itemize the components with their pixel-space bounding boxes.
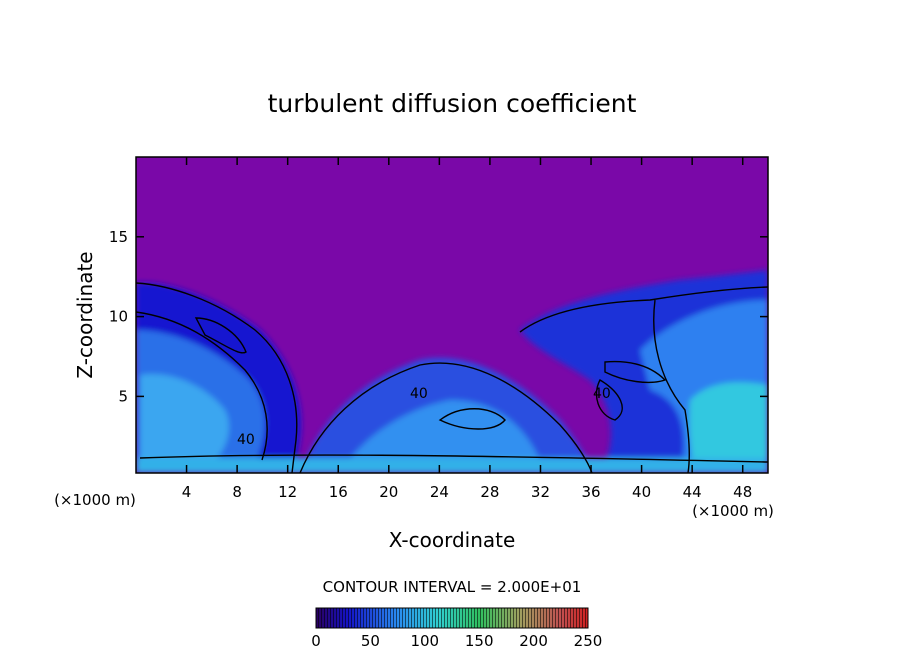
x-tick-label: 48 xyxy=(733,483,752,501)
y-unit-label: (×1000 m) xyxy=(54,491,136,509)
heatmap-field: 40 40 40 xyxy=(136,157,768,473)
x-tick-label: 36 xyxy=(581,483,600,501)
colorbar-tick-label: 200 xyxy=(519,632,548,650)
colorbar-hatching xyxy=(316,608,588,628)
contour-label: 40 xyxy=(593,386,611,402)
x-tick-label: 24 xyxy=(430,483,449,501)
region-right-core xyxy=(689,382,768,473)
x-axis-label: X-coordinate xyxy=(389,528,516,552)
colorbar-tick-label: 0 xyxy=(311,632,321,650)
y-tick-label: 15 xyxy=(109,228,128,246)
x-tick-label: 32 xyxy=(531,483,550,501)
x-tick-label: 20 xyxy=(379,483,398,501)
x-tick-label: 28 xyxy=(480,483,499,501)
x-tick-label: 4 xyxy=(182,483,192,501)
colorbar-tick-label: 100 xyxy=(410,632,439,650)
contour-label: 40 xyxy=(410,386,428,402)
region-left-core xyxy=(140,374,229,470)
colorbar: 0 50 100 150 200 250 xyxy=(311,607,602,650)
x-tick-label: 8 xyxy=(232,483,242,501)
x-tick-label: 12 xyxy=(278,483,297,501)
chart-title: turbulent diffusion coefficient xyxy=(268,89,637,118)
colorbar-tick-label: 150 xyxy=(465,632,494,650)
x-tick-label: 40 xyxy=(632,483,651,501)
contour-lines xyxy=(136,282,768,473)
x-tick-label: 44 xyxy=(683,483,702,501)
contour-interval-label: CONTOUR INTERVAL = 2.000E+01 xyxy=(323,578,582,596)
contour-label: 40 xyxy=(237,432,255,448)
y-axis-label: Z-coordinate xyxy=(73,251,97,378)
colorbar-tick-label: 50 xyxy=(361,632,380,650)
contour-labels: 40 40 40 xyxy=(237,386,611,448)
y-tick-label: 10 xyxy=(109,308,128,326)
colorbar-ticks: 0 50 100 150 200 250 xyxy=(311,632,602,650)
colorbar-tick-label: 250 xyxy=(574,632,603,650)
x-tick-label: 16 xyxy=(329,483,348,501)
y-axis-ticks: 5 10 15 xyxy=(109,228,768,405)
y-tick-label: 5 xyxy=(118,387,128,405)
plot-frame xyxy=(135,156,769,474)
colorbar-frame xyxy=(315,607,589,629)
x-unit-label: (×1000 m) xyxy=(692,502,774,520)
x-axis-ticks: 4 8 12 16 20 24 28 32 36 40 44 48 xyxy=(182,157,752,501)
